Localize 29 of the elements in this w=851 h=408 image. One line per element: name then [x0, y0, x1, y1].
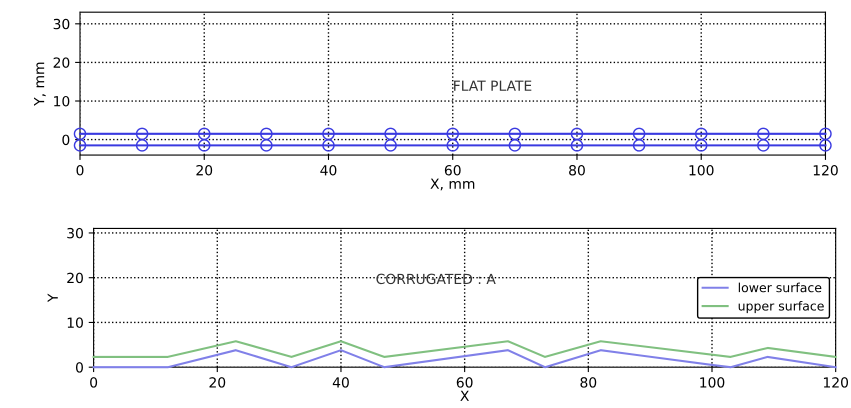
x-tick-label: 60 — [444, 165, 461, 176]
x-tick-label: 100 — [689, 165, 714, 176]
x-tick-label: 120 — [824, 377, 848, 388]
x-tick-label: 60 — [456, 377, 473, 388]
y-tick-label: 10 — [68, 317, 83, 328]
y-tick-label: 0 — [62, 134, 70, 146]
legend-label: upper surface — [738, 300, 824, 314]
y-tick-label: 30 — [67, 228, 83, 238]
x-tick-label: 40 — [320, 165, 336, 176]
legend-label: lower surface — [738, 282, 822, 292]
x-tick-label: 20 — [196, 165, 212, 176]
y-axis-title: Y, mm — [34, 62, 46, 106]
x-axis-title: X, mm — [430, 178, 474, 190]
y-tick-label: 20 — [54, 57, 70, 68]
x-tick-label: 0 — [90, 377, 98, 388]
annotation: FLAT PLATE — [454, 80, 532, 91]
annotation: CORRUGATED : A — [376, 274, 496, 284]
y-tick-label: 20 — [67, 272, 83, 284]
x-tick-label: 20 — [209, 377, 226, 388]
y-axis-title: Y — [48, 294, 58, 302]
y-tick-label: 0 — [76, 362, 83, 373]
y-tick-label: 30 — [54, 18, 70, 30]
y-tick-label: 10 — [54, 96, 70, 106]
x-tick-label: 80 — [580, 377, 596, 388]
x-axis-title: X — [460, 390, 469, 401]
x-tick-label: 100 — [700, 377, 724, 388]
x-tick-label: 40 — [332, 377, 349, 388]
x-tick-label: 80 — [569, 165, 585, 176]
x-tick-label: 120 — [814, 165, 838, 176]
